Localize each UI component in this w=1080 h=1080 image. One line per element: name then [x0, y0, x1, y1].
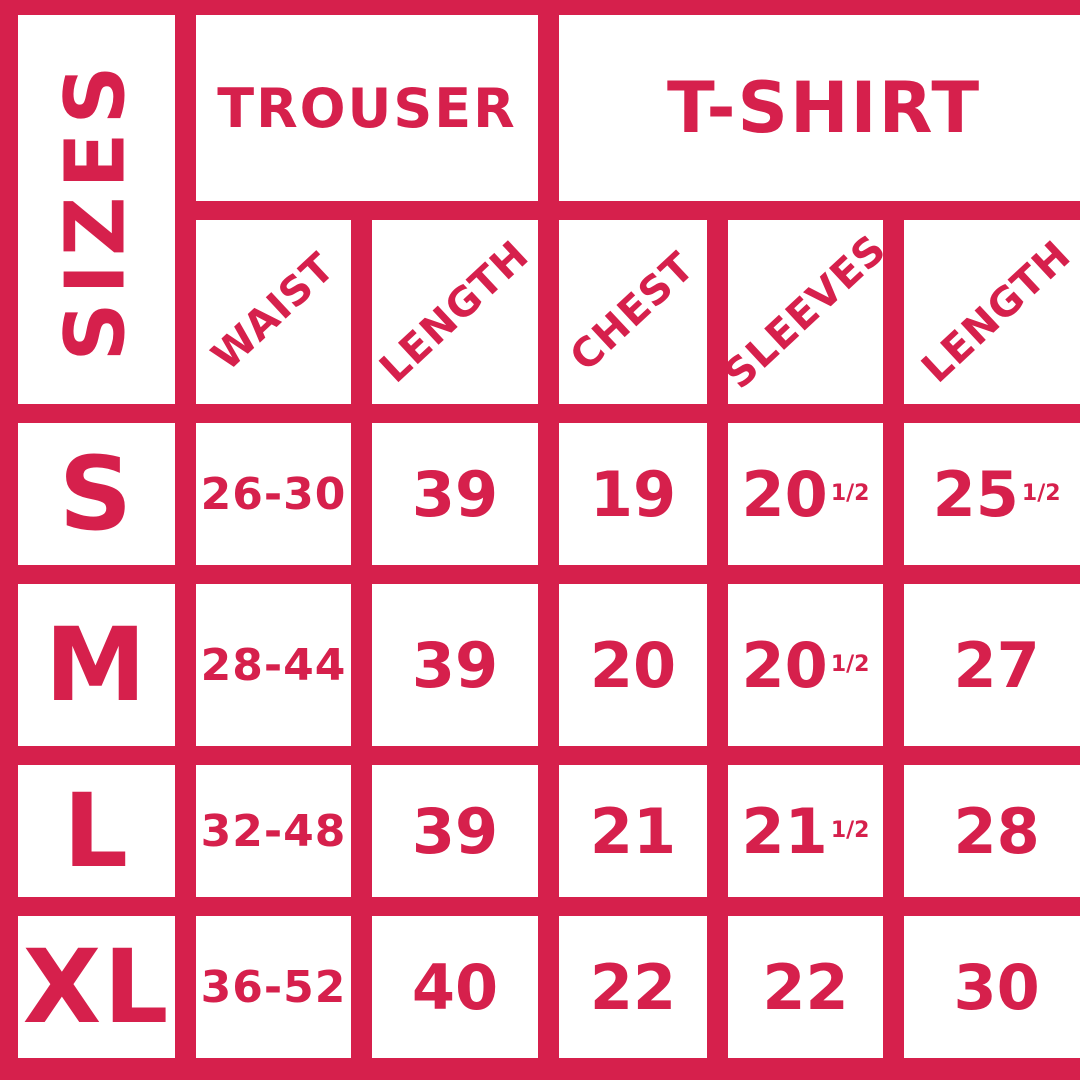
sizes-title-cell: SIZES: [18, 15, 175, 404]
cell-s-tshirt-length: 25 1/2: [904, 423, 1080, 565]
sleeves-column-label: SLEEVES: [715, 225, 896, 399]
cell-l-tshirt-length: 28: [904, 765, 1080, 897]
size-cell-s: S: [18, 423, 175, 565]
cell-m-waist: 28-44: [196, 584, 351, 746]
column-header-waist: WAIST: [196, 220, 351, 404]
cell-m-tshirt-length: 27: [904, 584, 1080, 746]
size-cell-xl: XL: [18, 916, 175, 1058]
cell-l-waist: 32-48: [196, 765, 351, 897]
cell-s-sleeves: 20 1/2: [728, 423, 883, 565]
column-header-sleeves: SLEEVES: [716, 220, 895, 404]
cell-s-trouser-length: 39: [372, 423, 538, 565]
cell-xl-chest: 22: [559, 916, 707, 1058]
cell-m-sleeves: 20 1/2: [728, 584, 883, 746]
cell-xl-trouser-length: 40: [372, 916, 538, 1058]
trouser-length-column-label: LENGTH: [371, 232, 539, 392]
trouser-group-label: TROUSER: [217, 76, 517, 140]
cell-xl-sleeves: 22: [728, 916, 883, 1058]
chest-column-label: CHEST: [562, 243, 704, 381]
cell-l-chest: 21: [559, 765, 707, 897]
size-cell-m: M: [18, 584, 175, 746]
cell-s-waist: 26-30: [196, 423, 351, 565]
sizes-title: SIZES: [49, 57, 145, 362]
size-cell-l: L: [18, 765, 175, 897]
cell-xl-tshirt-length: 30: [904, 916, 1080, 1058]
cell-m-chest: 20: [559, 584, 707, 746]
tshirt-length-column-label: LENGTH: [913, 232, 1080, 392]
cell-s-chest: 19: [559, 423, 707, 565]
cell-xl-waist: 36-52: [196, 916, 351, 1058]
waist-column-label: WAIST: [203, 244, 344, 380]
cell-m-trouser-length: 39: [372, 584, 538, 746]
column-header-tshirt-length: LENGTH: [904, 220, 1080, 404]
cell-l-sleeves: 21 1/2: [728, 765, 883, 897]
tshirt-group-label: T-SHIRT: [667, 67, 982, 149]
cell-l-trouser-length: 39: [372, 765, 538, 897]
column-header-trouser-length: LENGTH: [372, 220, 538, 404]
column-header-chest: CHEST: [559, 220, 707, 404]
trouser-group-header: TROUSER: [196, 15, 538, 201]
tshirt-group-header: T-SHIRT: [559, 15, 1080, 201]
